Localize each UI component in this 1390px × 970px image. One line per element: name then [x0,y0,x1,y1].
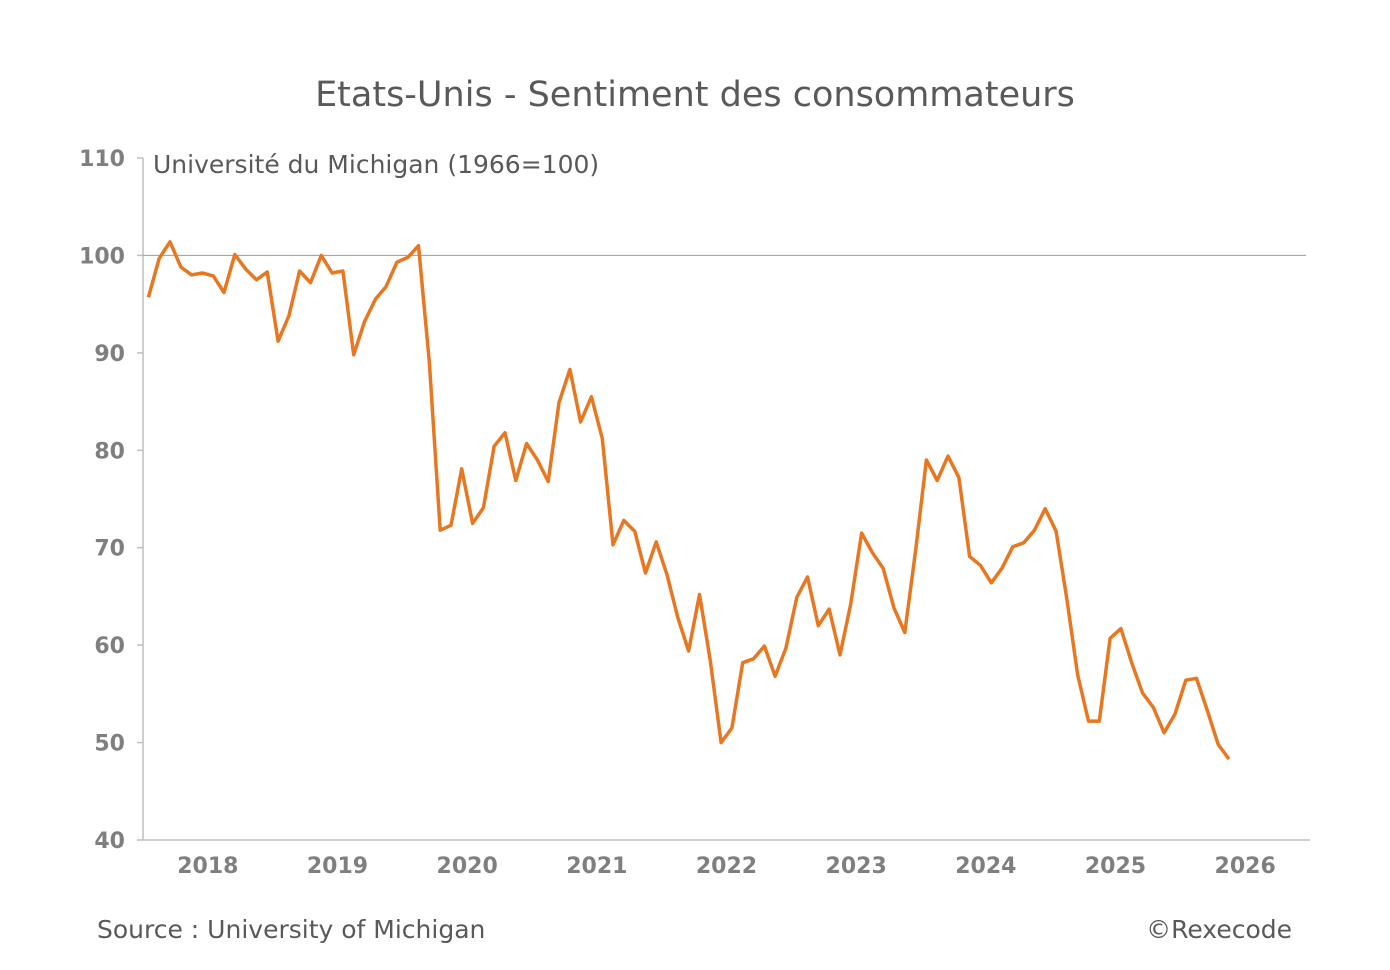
x-tick-label: 2023 [826,854,887,879]
y-tick-label: 110 [79,147,125,172]
x-tick-label: 2026 [1215,854,1276,879]
x-tick-label: 2020 [437,854,498,879]
y-tick-label: 60 [94,634,125,659]
y-tick-label: 80 [94,439,125,464]
y-tick-label: 70 [94,537,125,562]
y-tick-label: 40 [94,829,125,854]
x-tick-label: 2021 [566,854,627,879]
subtitle: Université du Michigan (1966=100) [153,150,599,179]
x-tick-label: 2024 [955,854,1016,879]
x-tick-label: 2022 [696,854,757,879]
chart-title: Etats-Unis - Sentiment des consommateurs [315,75,1075,115]
source: Source : University of Michigan [97,915,485,944]
x-tick-label: 2018 [177,854,238,879]
x-tick-label: 2025 [1085,854,1146,879]
credit: ©Rexecode [1146,915,1292,944]
y-tick-label: 50 [94,732,125,757]
series-line [146,240,1231,761]
y-tick-label: 90 [94,342,125,367]
x-tick-label: 2019 [307,854,368,879]
y-tick-label: 100 [79,244,125,269]
